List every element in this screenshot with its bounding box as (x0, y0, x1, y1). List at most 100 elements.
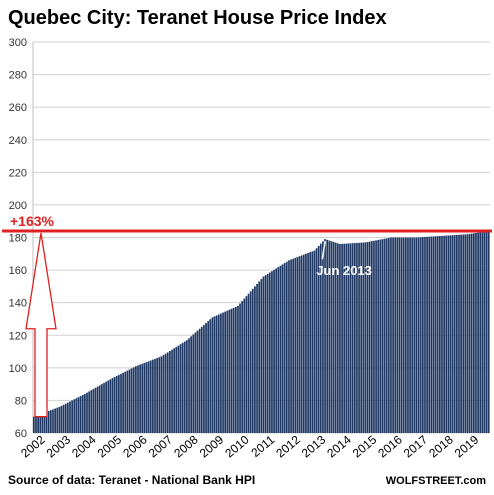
bar (177, 345, 180, 433)
bar (67, 402, 69, 433)
bar (50, 410, 52, 433)
bar (300, 255, 303, 433)
bar (175, 346, 178, 433)
bar (477, 232, 479, 433)
bar (455, 234, 458, 433)
bar (173, 348, 176, 433)
bar (143, 362, 146, 433)
bar (364, 242, 367, 433)
y-tick-label: 300 (9, 37, 27, 49)
bar (130, 368, 133, 433)
bar (470, 233, 473, 433)
growth-label: +163% (10, 213, 55, 229)
bar (101, 384, 103, 434)
bar (207, 321, 210, 433)
bar (458, 234, 460, 433)
bar (147, 361, 150, 433)
bar (166, 352, 169, 433)
y-tick-label: 180 (9, 233, 27, 245)
bar (341, 243, 343, 433)
bar (247, 293, 250, 433)
bar (62, 404, 65, 433)
bar (198, 328, 201, 433)
bar (302, 254, 305, 433)
bar (228, 309, 231, 433)
bar (313, 250, 316, 433)
bar (441, 235, 443, 433)
bar (256, 283, 258, 433)
bar (330, 241, 333, 433)
bar (84, 393, 86, 433)
bar (409, 237, 411, 433)
bar (415, 237, 418, 433)
bar (120, 373, 122, 433)
bar (113, 377, 116, 433)
y-tick-label: 240 (9, 135, 27, 147)
bar (311, 251, 314, 433)
bar (468, 233, 471, 433)
bar (217, 314, 220, 433)
bar (481, 231, 484, 433)
bar (413, 237, 416, 433)
bar (69, 401, 71, 433)
bar (192, 334, 195, 433)
bar (305, 253, 307, 433)
bar (449, 235, 452, 433)
bar (434, 236, 437, 433)
bar (296, 257, 299, 433)
bar (141, 363, 144, 433)
bar (226, 310, 229, 433)
bar (345, 243, 348, 433)
bar (479, 232, 482, 433)
y-tick-label: 60 (15, 428, 27, 440)
bar (213, 316, 216, 433)
bar (37, 415, 39, 433)
bar (45, 411, 48, 433)
bar (322, 241, 324, 433)
bar (232, 307, 235, 433)
bar (160, 356, 163, 433)
bar (243, 298, 246, 433)
bar (196, 330, 199, 433)
bar (402, 237, 405, 433)
bar (271, 271, 273, 433)
bar (94, 387, 97, 433)
bar (309, 252, 312, 433)
bar (183, 341, 186, 433)
bar (368, 241, 371, 433)
bar (407, 237, 409, 433)
bar (298, 256, 301, 433)
growth-arrow (25, 232, 57, 418)
bar (149, 360, 152, 433)
source-note: Source of data: Teranet - National Bank … (8, 473, 255, 487)
bar (383, 238, 386, 433)
peak-label: Jun 2013 (316, 263, 372, 278)
bar (122, 372, 124, 433)
bar (186, 340, 188, 433)
bar (432, 236, 435, 433)
watermark: WOLFSTREET.com (386, 475, 486, 487)
bar (381, 239, 384, 433)
bar (179, 344, 182, 433)
bar (324, 239, 326, 433)
bar (460, 234, 462, 433)
bar (317, 245, 320, 433)
bar (266, 273, 269, 433)
bar (52, 409, 54, 433)
bar (96, 386, 99, 433)
bar (487, 230, 490, 433)
bar (258, 281, 261, 433)
bar (411, 237, 414, 433)
bar (421, 237, 424, 433)
bar (273, 269, 275, 433)
chart-title: Quebec City: Teranet House Price Index (8, 7, 387, 29)
bar (43, 412, 46, 433)
bar (387, 237, 390, 433)
bar (105, 381, 107, 433)
bar (241, 301, 244, 433)
bar (164, 353, 167, 433)
bar (430, 236, 433, 433)
bar (158, 357, 161, 433)
bar (234, 306, 237, 433)
